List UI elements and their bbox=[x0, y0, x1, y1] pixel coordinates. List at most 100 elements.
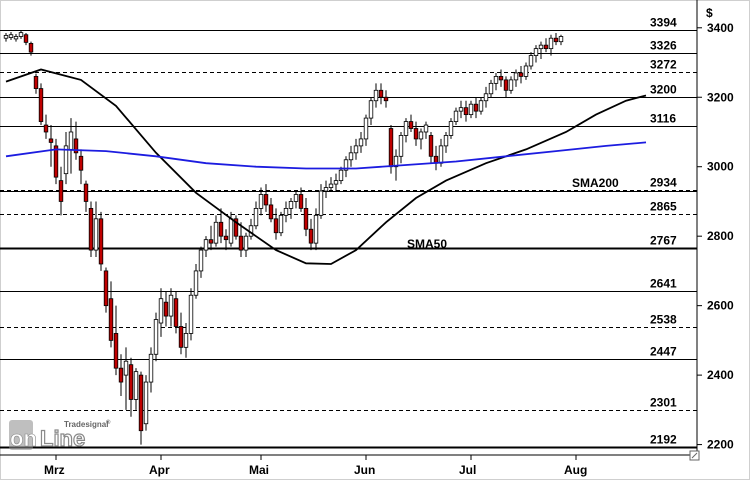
candle-body-52 bbox=[263, 194, 269, 206]
candle-body-69 bbox=[348, 152, 354, 161]
candle-body-100 bbox=[503, 79, 509, 91]
candle-body-27 bbox=[138, 374, 144, 432]
candle-body-76 bbox=[383, 96, 389, 102]
candle-body-64 bbox=[323, 187, 329, 192]
candle-body-74 bbox=[373, 89, 379, 102]
logo-line: Line bbox=[40, 426, 85, 451]
candle-body-80 bbox=[403, 121, 409, 136]
candle-body-92 bbox=[463, 107, 469, 116]
candle-body-63 bbox=[318, 190, 324, 216]
candle-body-108 bbox=[543, 44, 549, 50]
candle-body-11 bbox=[58, 180, 64, 202]
candle-body-99 bbox=[498, 76, 504, 81]
candle-body-78 bbox=[393, 155, 399, 168]
candle-body-43 bbox=[218, 221, 224, 237]
candle-body-55 bbox=[278, 214, 284, 234]
candle-body-0 bbox=[3, 35, 9, 39]
candle-body-56 bbox=[283, 207, 289, 216]
candle-body-79 bbox=[398, 135, 404, 157]
candle-body-71 bbox=[358, 138, 364, 147]
candle-body-94 bbox=[473, 103, 479, 112]
candle-body-77 bbox=[388, 128, 394, 168]
candle-body-10 bbox=[53, 145, 59, 178]
candle-body-39 bbox=[198, 249, 204, 272]
level-label-2447: 2447 bbox=[650, 345, 677, 359]
level-lines: 3394 3326 3272 3200 3116 2934 2865 2767 2641 2538… bbox=[0, 16, 697, 449]
candle-body-36 bbox=[183, 333, 189, 348]
x-tick-label-Apr: Apr bbox=[149, 463, 170, 477]
candle-body-65 bbox=[328, 183, 334, 188]
sma50-line bbox=[5, 68, 647, 265]
candle-body-73 bbox=[368, 100, 374, 119]
candle-body-20 bbox=[103, 270, 109, 307]
candle-body-6 bbox=[33, 76, 39, 89]
level-label-3200: 3200 bbox=[650, 83, 677, 97]
candle-body-68 bbox=[343, 159, 349, 171]
level-label-2641: 2641 bbox=[650, 277, 677, 291]
candle-body-89 bbox=[448, 121, 454, 136]
candle-body-25 bbox=[128, 364, 134, 400]
candle-body-26 bbox=[133, 371, 139, 400]
level-label-2192: 2192 bbox=[650, 433, 677, 447]
candle-body-19 bbox=[98, 218, 104, 265]
candle-body-95 bbox=[478, 100, 484, 112]
x-axis: Mrz Apr Mai Jun Jul Aug bbox=[44, 455, 587, 477]
candle-body-83 bbox=[418, 131, 424, 140]
candle-body-105 bbox=[528, 55, 534, 67]
candle-body-96 bbox=[483, 93, 489, 102]
candle-body-46 bbox=[233, 218, 239, 237]
candle-body-30 bbox=[153, 319, 159, 355]
candle-body-54 bbox=[273, 218, 279, 234]
logo-trademark: ® bbox=[106, 419, 111, 426]
candle-body-35 bbox=[178, 326, 184, 348]
y-tick-label-3000: 3000 bbox=[707, 160, 734, 174]
resize-corner-icon[interactable] bbox=[689, 450, 700, 461]
candle-body-84 bbox=[423, 124, 429, 133]
level-label-3326: 3326 bbox=[650, 39, 677, 53]
x-tick-label-Mai: Mai bbox=[249, 463, 269, 477]
level-label-2301: 2301 bbox=[650, 396, 677, 410]
candle-body-106 bbox=[533, 48, 539, 56]
candle-body-42 bbox=[213, 221, 219, 244]
candle-body-12 bbox=[63, 145, 69, 175]
candle-body-81 bbox=[408, 121, 414, 129]
candle-body-18 bbox=[93, 218, 99, 251]
level-label-3116: 3116 bbox=[650, 112, 676, 126]
sma200-line bbox=[5, 141, 647, 170]
x-tick-label-Aug: Aug bbox=[564, 463, 587, 477]
currency-label: $ bbox=[706, 6, 713, 20]
candle-body-3 bbox=[18, 32, 24, 37]
candle-body-7 bbox=[38, 88, 44, 122]
candle-body-24 bbox=[123, 360, 129, 376]
candle-body-22 bbox=[113, 333, 119, 369]
candle-body-8 bbox=[43, 124, 49, 133]
candle-body-93 bbox=[468, 103, 474, 116]
x-tick-label-Jun: Jun bbox=[354, 463, 375, 477]
candle-body-97 bbox=[488, 82, 494, 95]
level-label-2538: 2538 bbox=[650, 313, 677, 327]
candle-body-107 bbox=[538, 44, 544, 50]
candle-body-2 bbox=[13, 36, 19, 40]
candle-body-51 bbox=[258, 194, 264, 209]
candle-body-9 bbox=[48, 138, 54, 143]
candle-body-37 bbox=[188, 294, 194, 334]
y-tick-label-2200: 2200 bbox=[707, 438, 734, 452]
tradesignal-logo: on Line Tradesignal ® bbox=[9, 419, 111, 452]
logo-on: on bbox=[10, 426, 37, 451]
candle-body-45 bbox=[228, 218, 234, 244]
candle-body-57 bbox=[288, 201, 294, 209]
candle-body-48 bbox=[243, 235, 249, 251]
candle-body-109 bbox=[548, 37, 554, 50]
candle-body-31 bbox=[158, 298, 164, 324]
candle-body-62 bbox=[313, 214, 319, 244]
candle-body-38 bbox=[193, 270, 199, 296]
sma50-label: SMA50 bbox=[407, 237, 447, 251]
candle-body-111 bbox=[558, 36, 564, 43]
y-tick-label-2600: 2600 bbox=[707, 299, 734, 313]
candle-body-82 bbox=[413, 128, 419, 140]
candle-body-60 bbox=[303, 207, 309, 230]
candle-body-53 bbox=[268, 204, 274, 220]
level-label-3272: 3272 bbox=[650, 58, 677, 72]
